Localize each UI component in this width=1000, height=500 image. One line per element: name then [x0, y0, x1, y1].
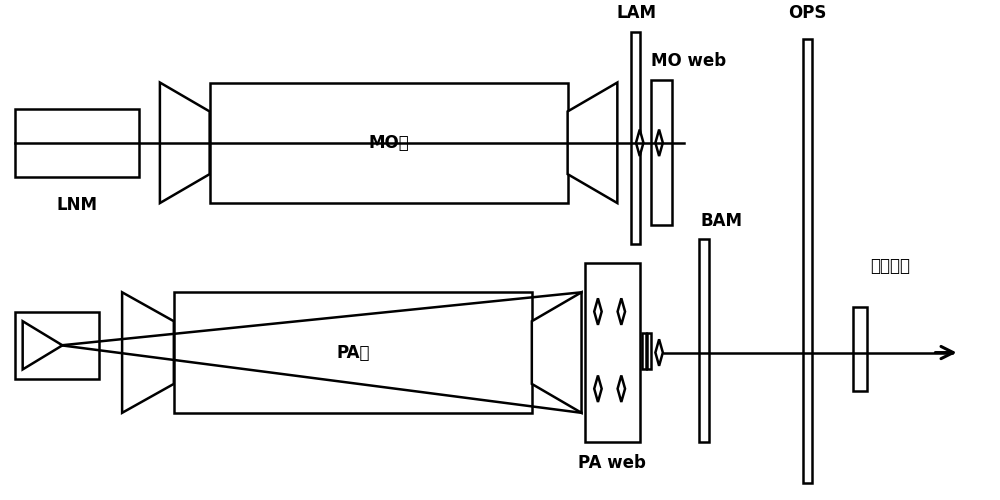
Bar [174, 292, 532, 413]
Text: MO腔: MO腔 [368, 134, 409, 152]
Polygon shape [594, 376, 602, 402]
Polygon shape [618, 376, 625, 402]
Polygon shape [568, 82, 617, 203]
Polygon shape [655, 340, 663, 366]
Text: PA腔: PA腔 [336, 344, 370, 361]
Bar [642, 334, 646, 370]
Text: MO web: MO web [651, 52, 726, 70]
Polygon shape [655, 130, 663, 156]
Bar [803, 39, 812, 483]
Text: LNM: LNM [57, 196, 98, 214]
Polygon shape [122, 292, 174, 413]
Polygon shape [618, 298, 625, 325]
Bar [585, 264, 640, 442]
Bar [15, 312, 99, 379]
Bar [651, 80, 672, 225]
Text: PA web: PA web [578, 454, 646, 472]
Polygon shape [594, 298, 602, 325]
Text: 自动快门: 自动快门 [870, 257, 910, 275]
Text: OPS: OPS [788, 4, 826, 22]
Polygon shape [532, 292, 582, 413]
Text: LAM: LAM [616, 4, 656, 22]
Bar [15, 109, 139, 176]
Text: BAM: BAM [701, 212, 743, 230]
Bar [210, 82, 568, 203]
Bar [647, 334, 651, 370]
Bar [853, 306, 867, 391]
Polygon shape [636, 130, 643, 156]
Polygon shape [160, 82, 210, 203]
Polygon shape [23, 321, 62, 370]
Bar [699, 239, 709, 442]
Bar [631, 32, 640, 244]
